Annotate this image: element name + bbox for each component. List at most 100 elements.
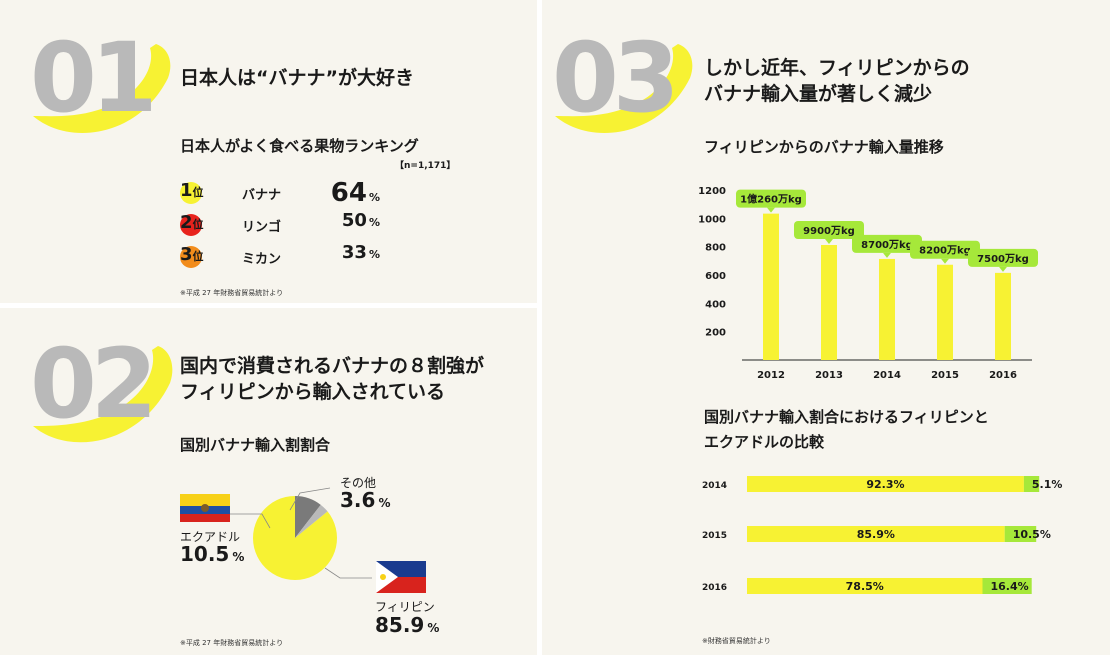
label-ecuador-value: 10.5% bbox=[180, 542, 245, 566]
section-number: 02 bbox=[30, 328, 158, 440]
bar bbox=[937, 264, 953, 360]
data-label: 9900万kg bbox=[803, 225, 855, 237]
bar-philippines bbox=[747, 526, 1005, 542]
rank-marker bbox=[180, 246, 202, 268]
philippines-flag-icon bbox=[376, 561, 426, 593]
sample-size: 【n=1,171】 bbox=[395, 161, 456, 171]
data-label-bubble bbox=[910, 240, 980, 259]
section-number: 03 bbox=[552, 22, 680, 134]
label-philippines-value: 85.9% bbox=[375, 613, 440, 637]
bar-philippines bbox=[747, 578, 983, 594]
data-label: 7500万kg bbox=[977, 253, 1029, 265]
bar bbox=[995, 272, 1011, 360]
section-heading-line1: 国内で消費されるバナナの８割強が bbox=[180, 355, 485, 377]
section-heading-line2: バナナ輸入量が著しく減少 bbox=[704, 83, 933, 105]
y-tick-label: 1200 bbox=[698, 186, 726, 197]
data-label-pointer bbox=[941, 258, 949, 264]
data-label: 1億260万kg bbox=[740, 193, 802, 206]
rank-marker bbox=[180, 182, 202, 204]
data-label-pointer bbox=[767, 207, 775, 213]
section-number: 01 bbox=[30, 22, 158, 134]
ranking-row: 3位 ミカン 33% bbox=[180, 242, 400, 272]
category-label: 2014 bbox=[702, 481, 727, 491]
fruit-name: リンゴ bbox=[242, 220, 282, 235]
pie-slice-philippines bbox=[252, 496, 337, 580]
data-label-bubble bbox=[794, 220, 864, 239]
fruit-name: バナナ bbox=[242, 188, 282, 203]
pie-title: 国別バナナ輸入割割合 bbox=[180, 436, 331, 454]
data-label: 8200万kg bbox=[919, 245, 971, 257]
bar-label-philippines: 78.5% bbox=[846, 580, 884, 593]
x-tick-label: 2014 bbox=[873, 370, 901, 381]
import-volume-bar-chart: 200 400 600 800 1000 1200 2012 1億260万kg 2013 9900… bbox=[698, 186, 1038, 381]
source-note: ※平成 27 年財務省貿易統計より bbox=[180, 639, 284, 647]
comparison-title-line2: エクアドルの比較 bbox=[704, 433, 825, 451]
category-label: 2015 bbox=[702, 531, 727, 541]
bar-label-ecuador: 5.1% bbox=[1032, 478, 1063, 491]
banana-graphic bbox=[33, 44, 171, 133]
y-tick-label: 200 bbox=[705, 328, 726, 339]
pie-slice-ecuador bbox=[295, 496, 321, 538]
fruit-percentage: 50% bbox=[341, 210, 380, 231]
panel-import-share: 02 国内で消費されるバナナの８割強が フィリピンから輸入されている 国別バナナ… bbox=[0, 308, 537, 655]
label-philippines-name: フィリピン bbox=[375, 600, 435, 614]
panel-ranking: 01 日本人は“バナナ”が大好き 日本人がよく食べる果物ランキング 【n=1,1… bbox=[0, 0, 537, 303]
leader-line-other bbox=[289, 487, 331, 511]
section-heading: 日本人は“バナナ”が大好き bbox=[180, 67, 414, 89]
share-comparison-bar-chart: 2014 92.3% 5.1% 2015 85.9% 10.5% 2016 78.5% 16.4… bbox=[702, 476, 1063, 594]
banana-graphic bbox=[33, 346, 173, 443]
pie-chart bbox=[180, 487, 426, 593]
bar-ecuador bbox=[982, 578, 1032, 594]
bar-chart-title: フィリピンからのバナナ輸入量推移 bbox=[704, 138, 944, 156]
section-heading-line1: しかし近年、フィリピンからの bbox=[704, 57, 970, 79]
comparison-title-line1: 国別バナナ輸入割合におけるフィリピンと bbox=[704, 408, 989, 426]
fruit-name: ミカン bbox=[242, 252, 282, 267]
bar-ecuador bbox=[1023, 476, 1040, 492]
bar bbox=[879, 258, 895, 360]
label-other-name: その他 bbox=[340, 476, 377, 490]
data-label-bubble bbox=[852, 234, 922, 253]
data-label-bubble bbox=[968, 248, 1038, 267]
bar-ecuador bbox=[1004, 526, 1037, 542]
leader-line-philippines bbox=[324, 567, 372, 579]
rank-marker bbox=[180, 214, 202, 236]
data-label-bubble bbox=[736, 189, 806, 208]
bar-label-philippines: 85.9% bbox=[857, 528, 895, 541]
category-label: 2016 bbox=[702, 583, 727, 593]
bar-label-ecuador: 16.4% bbox=[991, 580, 1029, 593]
rank-number: 2位 bbox=[180, 212, 204, 233]
rank-number: 3位 bbox=[180, 244, 204, 265]
x-tick-label: 2015 bbox=[931, 370, 959, 381]
ranking-title: 日本人がよく食べる果物ランキング bbox=[180, 137, 419, 155]
x-tick-label: 2012 bbox=[757, 370, 785, 381]
pie-slice-other bbox=[295, 504, 328, 538]
ecuador-flag-icon bbox=[180, 494, 230, 522]
ranking-row: 1位 バナナ 64% bbox=[180, 178, 400, 208]
label-other-value: 3.6% bbox=[340, 488, 391, 512]
bar bbox=[763, 213, 779, 360]
data-label-pointer bbox=[999, 266, 1007, 272]
rank-number: 1位 bbox=[180, 180, 204, 201]
y-tick-label: 1000 bbox=[698, 214, 726, 225]
ranking-row: 2位 リンゴ 50% bbox=[180, 210, 400, 240]
y-tick-label: 800 bbox=[705, 243, 726, 254]
data-label-pointer bbox=[883, 252, 891, 258]
banana-graphic bbox=[555, 44, 693, 133]
section-heading-line2: フィリピンから輸入されている bbox=[180, 381, 446, 403]
data-label-pointer bbox=[825, 238, 833, 244]
label-ecuador-name: エクアドル bbox=[180, 530, 241, 544]
x-tick-label: 2013 bbox=[815, 370, 843, 381]
y-tick-label: 400 bbox=[705, 299, 726, 310]
bar-philippines bbox=[747, 476, 1024, 492]
source-note: ※財務省貿易統計より bbox=[702, 637, 771, 645]
bar bbox=[821, 244, 837, 360]
source-note: ※平成 27 年財務省貿易統計より bbox=[180, 289, 284, 297]
panel-decline: 03 しかし近年、フィリピンからの バナナ輸入量が著しく減少 フィリピンからのバ… bbox=[542, 0, 1110, 655]
fruit-percentage: 64% bbox=[330, 178, 380, 208]
leader-line-ecuador bbox=[230, 513, 271, 529]
data-label: 8700万kg bbox=[861, 239, 913, 251]
fruit-percentage: 33% bbox=[341, 242, 380, 263]
bar-label-philippines: 92.3% bbox=[866, 478, 904, 491]
bar-label-ecuador: 10.5% bbox=[1013, 528, 1051, 541]
y-tick-label: 600 bbox=[705, 271, 726, 282]
